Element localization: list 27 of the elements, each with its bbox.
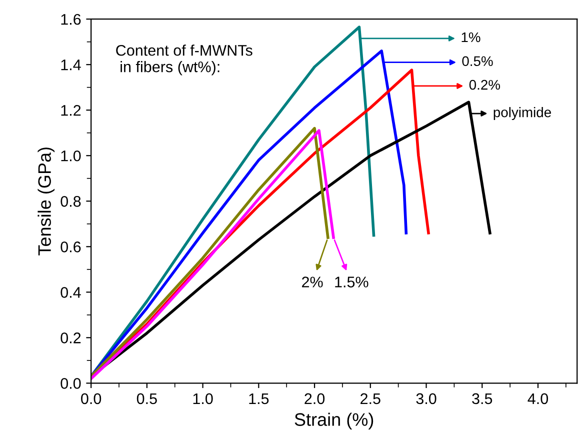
legend-label: 0.5% bbox=[462, 56, 493, 66]
y-tick-label: 1.4 bbox=[61, 60, 81, 70]
x-tick-label: 3.5 bbox=[472, 393, 492, 404]
x-tick-label: 1.5 bbox=[249, 393, 269, 404]
y-tick-label: 1.6 bbox=[61, 14, 81, 25]
text: 2% bbox=[302, 276, 323, 288]
x-tick-label: 2.0 bbox=[304, 393, 325, 404]
y-tick-label: 0.2 bbox=[60, 332, 81, 344]
x-tick-label: 4.0 bbox=[528, 393, 548, 404]
y-tick-label: 0.4 bbox=[60, 287, 81, 298]
x-tick-label: 2.5 bbox=[360, 393, 380, 404]
y-tick-label: 1.2 bbox=[61, 104, 81, 116]
x-axis-title: Strain (%) bbox=[294, 412, 374, 430]
x-tick-label: 0.5 bbox=[136, 393, 157, 404]
x-tick-label: 1.0 bbox=[193, 393, 213, 404]
annotation: Content of f-MWNTs in fibers (wt%): bbox=[116, 44, 252, 76]
x-tick-label: 3.0 bbox=[416, 393, 436, 404]
y-tick-label: 0.6 bbox=[60, 242, 81, 252]
legend-label: 0.2% bbox=[469, 80, 500, 90]
y-axis-title: Tensile (GPa) bbox=[38, 148, 55, 256]
legend-label: polyimide bbox=[494, 107, 551, 120]
y-tick-label: 0.8 bbox=[60, 196, 81, 207]
legend-label: 1% bbox=[462, 32, 480, 42]
x-tick-label: 0.0 bbox=[81, 393, 102, 404]
y-tick-label: 0.0 bbox=[60, 378, 81, 389]
y-tick-label: 1.0 bbox=[61, 150, 81, 162]
text: 1.5% bbox=[335, 276, 368, 288]
